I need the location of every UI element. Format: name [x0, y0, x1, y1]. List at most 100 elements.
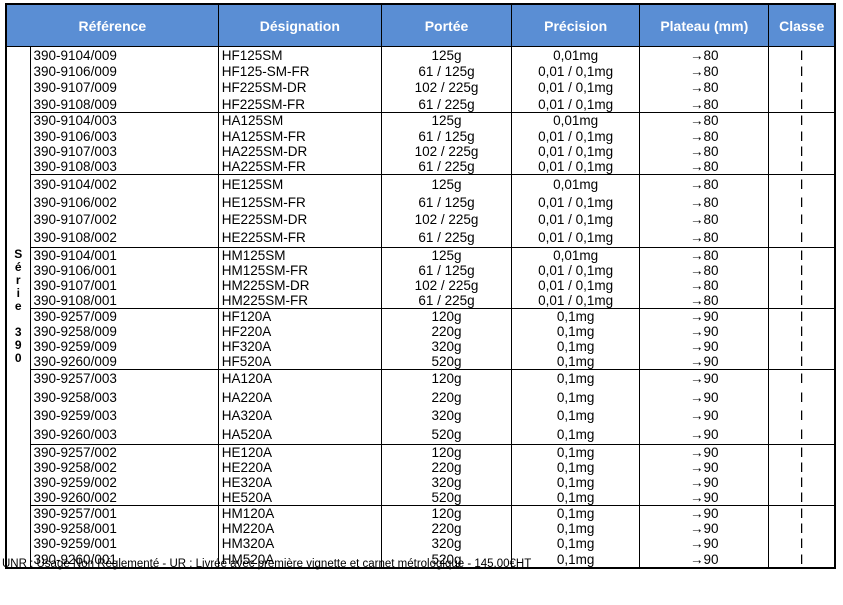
table-row: 390-9108/003 HA225SM-FR 61 / 225g 0,01 / 0,… — [6, 159, 835, 175]
cell-plateau: →90 — [639, 368, 769, 389]
table-row: 390-9106/003 HA125SM-FR 61 / 125g 0,01 / 0,… — [6, 128, 835, 144]
series-label-char: r — [15, 273, 21, 288]
table-row: 390-9259/002 HE320A 320g 0,1mg →90 I — [6, 474, 835, 490]
cell-classe: I — [768, 63, 835, 80]
cell-precision: 0,01 / 0,1mg — [511, 277, 640, 293]
cell-reference: 390-9104/009 — [29, 46, 219, 64]
cell-precision: 0,1mg — [511, 536, 640, 552]
cell-plateau: →80 — [639, 63, 769, 80]
cell-portee: 61 / 225g — [380, 228, 512, 248]
cell-portee: 320g — [380, 406, 512, 426]
cell-classe: I — [768, 228, 835, 248]
col-header-plateau: Plateau (mm) — [639, 3, 770, 47]
cell-plateau: →90 — [639, 474, 769, 490]
table-row: 390-9257/009 HF120A 120g 0,1mg →90 I — [6, 307, 835, 324]
cell-plateau: →80 — [639, 95, 769, 113]
cell-precision: 0,1mg — [511, 489, 640, 506]
cell-precision: 0,01 / 0,1mg — [511, 292, 640, 309]
cell-designation: HE120A — [217, 443, 382, 460]
table-row: 390-9260/009 HF520A 520g 0,1mg →90 I — [6, 353, 835, 370]
cell-portee: 125g — [380, 46, 512, 64]
cell-plateau: →80 — [639, 262, 769, 278]
cell-precision: 0,01mg — [511, 112, 640, 129]
cell-precision: 0,1mg — [511, 338, 640, 354]
cell-designation: HA520A — [217, 425, 382, 445]
cell-precision: 0,1mg — [511, 307, 640, 324]
table-row: 390-9259/001 HM320A 320g 0,1mg →90 I — [6, 536, 835, 552]
cell-portee: 520g — [380, 551, 512, 568]
cell-classe: I — [768, 338, 835, 354]
cell-designation: HE125SM-FR — [217, 193, 382, 211]
cell-designation: HM520A — [217, 551, 382, 568]
cell-designation: HA320A — [217, 406, 382, 426]
cell-reference: 390-9106/001 — [29, 262, 219, 278]
table-row: 390-9107/003 HA225SM-DR 102 / 225g 0,01 / 0… — [6, 143, 835, 160]
table-row: 390-9258/001 HM220A 220g 0,1mg →90 I — [6, 520, 835, 537]
cell-reference: 390-9104/001 — [29, 246, 219, 263]
cell-plateau: →90 — [639, 425, 769, 445]
table-row: 390-9258/009 HF220A 220g 0,1mg →90 I — [6, 323, 835, 339]
cell-precision: 0,01 / 0,1mg — [511, 210, 640, 229]
cell-plateau: →80 — [639, 46, 769, 64]
cell-plateau: →80 — [639, 159, 769, 175]
cell-classe: I — [768, 551, 835, 568]
cell-designation: HA120A — [217, 368, 382, 389]
cell-precision: 0,1mg — [511, 459, 640, 475]
cell-classe: I — [768, 193, 835, 211]
cell-portee: 520g — [380, 353, 512, 370]
cell-classe: I — [768, 425, 835, 445]
cell-portee: 120g — [380, 443, 512, 460]
cell-precision: 0,1mg — [511, 425, 640, 445]
cell-classe: I — [768, 368, 835, 389]
cell-designation: HF220A — [217, 323, 382, 339]
cell-plateau: →80 — [639, 193, 769, 211]
cell-plateau: →90 — [639, 489, 769, 506]
cell-designation: HM225SM-FR — [217, 292, 382, 309]
cell-reference: 390-9258/003 — [29, 388, 219, 407]
cell-precision: 0,1mg — [511, 388, 640, 407]
cell-plateau: →80 — [639, 228, 769, 248]
cell-reference: 390-9107/002 — [29, 210, 219, 229]
cell-portee: 102 / 225g — [380, 79, 512, 96]
cell-reference: 390-9259/003 — [29, 406, 219, 426]
cell-plateau: →90 — [639, 307, 769, 324]
cell-designation: HE225SM-DR — [217, 210, 382, 229]
cell-classe: I — [768, 46, 835, 64]
col-header-portee: Portée — [380, 3, 513, 47]
cell-precision: 0,01 / 0,1mg — [511, 228, 640, 248]
cell-portee: 61 / 225g — [380, 292, 512, 309]
cell-reference: 390-9258/002 — [29, 459, 219, 475]
cell-reference: 390-9259/001 — [29, 536, 219, 552]
table-row: 390-9107/009 HF225SM-DR 102 / 225g 0,01 / 0… — [6, 79, 835, 96]
table-row: 390-9108/002 HE225SM-FR 61 / 225g 0,01 / 0,… — [6, 228, 835, 248]
table-row: 390-9260/001 HM520A 520g 0,1mg →90 I — [6, 551, 835, 568]
series-label-char: 3 — [14, 325, 22, 340]
cell-portee: 125g — [380, 174, 512, 194]
cell-plateau: →90 — [639, 323, 769, 339]
cell-plateau: →90 — [639, 504, 769, 521]
cell-reference: 390-9259/009 — [29, 338, 219, 354]
cell-reference: 390-9108/001 — [29, 292, 219, 309]
cell-designation: HE520A — [217, 489, 382, 506]
table-row: 390-9257/001 HM120A 120g 0,1mg →90 I — [6, 504, 835, 521]
cell-plateau: →80 — [639, 246, 769, 263]
cell-reference: 390-9106/003 — [29, 128, 219, 144]
cell-plateau: →90 — [639, 406, 769, 426]
cell-precision: 0,1mg — [511, 474, 640, 490]
cell-portee: 61 / 125g — [380, 63, 512, 80]
cell-classe: I — [768, 459, 835, 475]
cell-plateau: →80 — [639, 292, 769, 309]
cell-reference: 390-9106/002 — [29, 193, 219, 211]
cell-classe: I — [768, 536, 835, 552]
cell-precision: 0,01 / 0,1mg — [511, 262, 640, 278]
series-label-char: S — [14, 247, 23, 262]
cell-designation: HE225SM-FR — [217, 228, 382, 248]
cell-portee: 102 / 225g — [380, 210, 512, 229]
cell-precision: 0,01mg — [511, 46, 640, 64]
cell-precision: 0,1mg — [511, 443, 640, 460]
cell-portee: 61 / 125g — [380, 193, 512, 211]
cell-reference: 390-9106/009 — [29, 63, 219, 80]
table-row: 390-9104/002 HE125SM 125g 0,01mg →80 I — [6, 174, 835, 194]
